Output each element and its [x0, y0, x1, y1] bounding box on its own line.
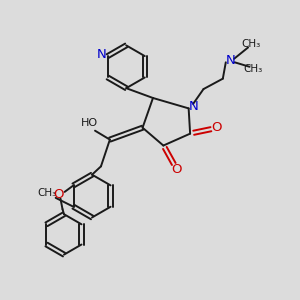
Text: N: N	[96, 48, 106, 61]
Text: HO: HO	[80, 118, 98, 128]
Text: CH₃: CH₃	[243, 64, 262, 74]
Text: O: O	[53, 188, 64, 201]
Text: CH₃: CH₃	[38, 188, 57, 197]
Text: CH₃: CH₃	[242, 39, 261, 49]
Text: N: N	[189, 100, 199, 112]
Text: O: O	[171, 163, 181, 176]
Text: N: N	[225, 54, 235, 67]
Text: O: O	[211, 121, 221, 134]
